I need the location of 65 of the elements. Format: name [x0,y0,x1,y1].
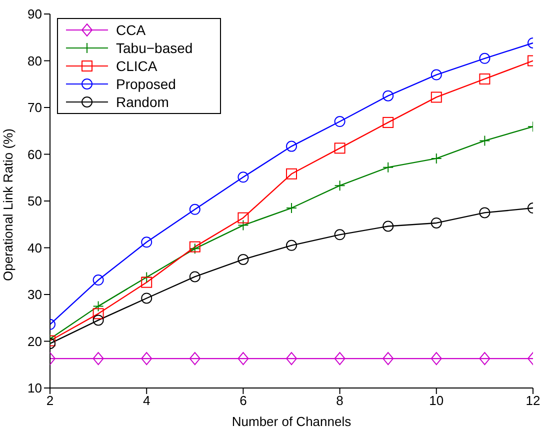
point [286,240,297,251]
point [141,276,152,288]
x-tick-label: 6 [240,393,247,408]
x-tick-label: 8 [336,393,344,408]
point [479,73,490,84]
point [189,204,200,215]
point [92,308,104,320]
point [286,140,297,152]
point [382,90,394,102]
point [334,229,346,240]
point [430,217,442,228]
point [189,352,200,366]
point [238,212,249,224]
point [238,254,249,265]
legend-label: Tabu−based [116,40,193,56]
point [334,142,346,154]
point [479,52,490,64]
y-tick-label: 20 [28,334,42,349]
point [430,69,442,80]
legend-label: Proposed [116,76,176,92]
legend-label: Random [116,94,169,110]
legend-label: CLICA [116,58,158,74]
point [430,92,442,103]
point [238,220,249,231]
point [334,180,346,192]
point [141,292,152,304]
point [92,300,104,312]
legend-label: CCA [116,22,146,38]
point [286,202,297,214]
x-tick-label: 2 [46,393,54,408]
x-tick-label: 4 [142,393,150,408]
point [286,352,297,366]
y-tick-label: 30 [28,287,42,302]
y-tick-label: 90 [28,6,42,22]
point [479,352,490,366]
point [141,352,152,366]
x-tick-label: 10 [429,393,444,408]
x-tick-label: 12 [526,393,540,408]
x-axis-title: Number of Channels [232,414,352,429]
point [189,271,200,282]
point [479,207,490,218]
point [141,236,152,248]
y-tick-label: 50 [28,194,42,209]
y-axis-title: Operational Link Ratio (%) [0,128,16,281]
y-tick-label: 10 [28,380,42,396]
y-tick-label: 70 [28,100,42,116]
point [430,352,442,366]
point [382,352,394,366]
point [430,152,442,164]
point [382,116,394,128]
point [479,135,490,146]
point [286,168,297,180]
point [92,352,104,366]
point [238,172,249,183]
point [334,352,346,366]
point [92,274,104,286]
point [382,220,394,232]
point [238,352,249,366]
y-tick-label: 80 [28,53,42,68]
point [92,314,104,326]
y-tick-label: 40 [28,240,42,256]
point [382,162,394,173]
point [141,272,152,283]
y-tick-label: 60 [28,146,42,162]
point [334,116,346,128]
